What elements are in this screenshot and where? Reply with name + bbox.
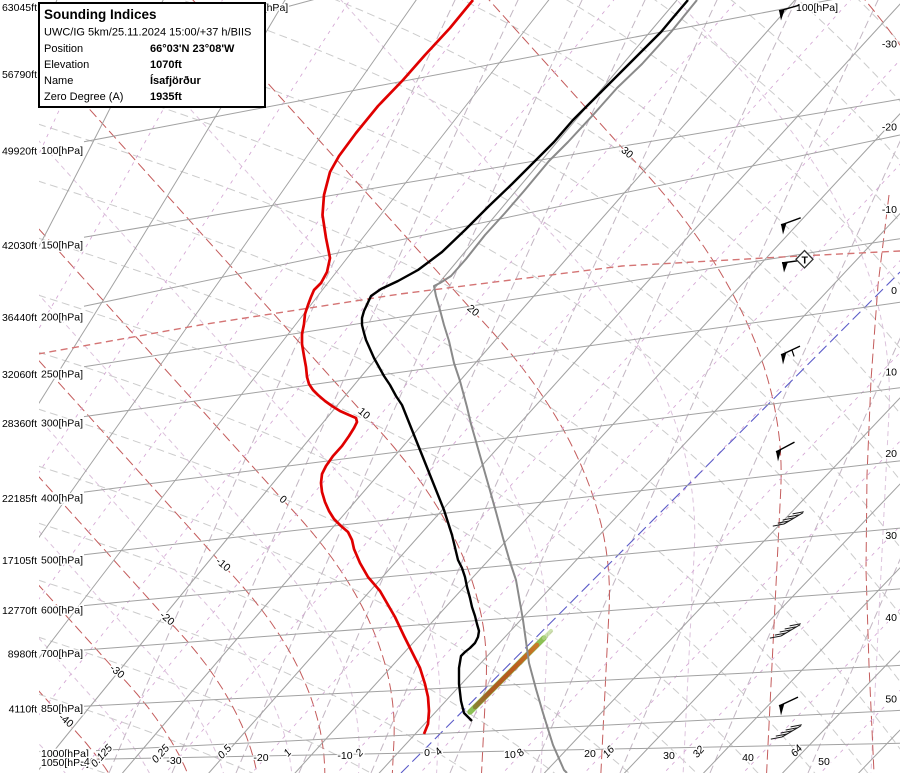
svg-text:20: 20 <box>584 748 596 760</box>
svg-text:Zero Degree (A): Zero Degree (A) <box>44 91 123 103</box>
svg-text:850[hPa]: 850[hPa] <box>41 703 83 715</box>
svg-text:4110ft: 4110ft <box>9 704 37 716</box>
svg-text:0: 0 <box>891 285 897 297</box>
svg-text:300[hPa]: 300[hPa] <box>41 418 83 430</box>
svg-text:50: 50 <box>818 756 830 768</box>
svg-text:1050[hPa]: 1050[hPa] <box>41 757 89 769</box>
svg-text:700[hPa]: 700[hPa] <box>41 648 83 660</box>
svg-text:20: 20 <box>885 448 897 460</box>
svg-text:1000[hPa]: 1000[hPa] <box>41 748 89 760</box>
svg-text:63045ft: 63045ft <box>2 2 37 14</box>
svg-text:Elevation: Elevation <box>44 59 89 71</box>
svg-text:100[hPa]: 100[hPa] <box>41 145 83 157</box>
svg-text:-10: -10 <box>337 750 352 762</box>
svg-text:40: 40 <box>885 612 897 624</box>
svg-text:100[hPa]: 100[hPa] <box>796 2 838 14</box>
svg-text:32060ft: 32060ft <box>2 369 37 381</box>
svg-text:12770ft: 12770ft <box>2 605 37 617</box>
svg-text:66°03'N 23°08'W: 66°03'N 23°08'W <box>150 43 235 55</box>
svg-text:30: 30 <box>885 530 897 542</box>
svg-text:400[hPa]: 400[hPa] <box>41 493 83 505</box>
svg-text:56790ft: 56790ft <box>2 69 37 81</box>
svg-text:1935ft: 1935ft <box>150 91 182 103</box>
svg-text:28360ft: 28360ft <box>2 418 37 430</box>
svg-text:8980ft: 8980ft <box>8 649 37 661</box>
svg-text:-10: -10 <box>882 204 897 216</box>
svg-text:Sounding Indices: Sounding Indices <box>44 7 157 22</box>
svg-text:500[hPa]: 500[hPa] <box>41 555 83 567</box>
svg-text:50: 50 <box>885 694 897 706</box>
svg-text:-30: -30 <box>882 39 897 51</box>
svg-text:10: 10 <box>885 367 897 379</box>
svg-text:Position: Position <box>44 43 83 55</box>
svg-text:36440ft: 36440ft <box>2 312 37 324</box>
svg-text:0: 0 <box>424 747 430 759</box>
svg-text:Name: Name <box>44 75 73 87</box>
svg-text:-20: -20 <box>882 122 897 134</box>
svg-text:42030ft: 42030ft <box>2 240 37 252</box>
svg-text:Ísafjörður: Ísafjörður <box>150 74 201 87</box>
svg-text:10: 10 <box>504 749 516 761</box>
svg-text:250[hPa]: 250[hPa] <box>41 369 83 381</box>
svg-text:49920ft: 49920ft <box>2 146 37 158</box>
svg-text:UWC/IG 5km/25.11.2024 15:00/+3: UWC/IG 5km/25.11.2024 15:00/+37 h/BIIS <box>44 27 251 39</box>
svg-text:1070ft: 1070ft <box>150 59 182 71</box>
svg-text:17105ft: 17105ft <box>2 555 37 567</box>
svg-text:600[hPa]: 600[hPa] <box>41 605 83 617</box>
svg-text:T: T <box>801 255 808 267</box>
svg-text:200[hPa]: 200[hPa] <box>41 312 83 324</box>
svg-text:22185ft: 22185ft <box>2 493 37 505</box>
svg-text:40: 40 <box>742 752 754 764</box>
svg-text:-40: -40 <box>80 756 95 768</box>
svg-text:30: 30 <box>663 750 675 762</box>
svg-text:-20: -20 <box>253 752 268 764</box>
svg-text:150[hPa]: 150[hPa] <box>41 240 83 252</box>
svg-text:-30: -30 <box>166 755 181 767</box>
